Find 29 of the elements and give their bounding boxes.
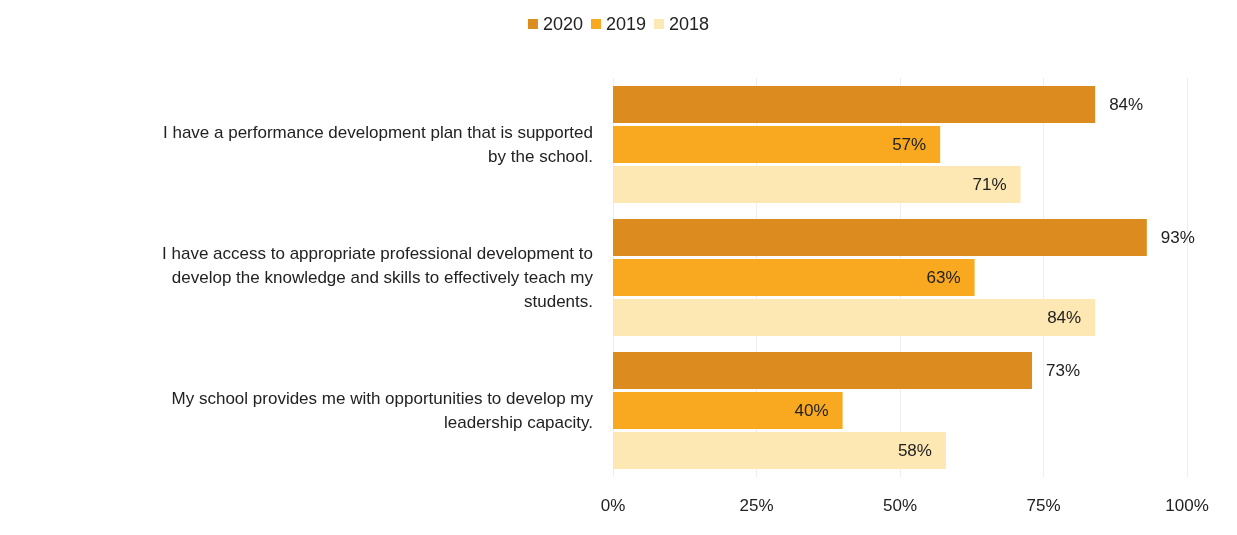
- y-tick-label: I have access to appropriate professional development to develop the knowledge and skills to effectively teach my students.: [162, 244, 594, 311]
- x-tick-label: 100%: [1165, 496, 1209, 515]
- data-label: 93%: [1160, 228, 1195, 247]
- data-label: 58%: [897, 441, 932, 460]
- x-tick-label: 50%: [882, 496, 918, 515]
- bar: [613, 85, 1096, 124]
- data-label: 73%: [1046, 361, 1081, 380]
- bar: [613, 125, 941, 164]
- x-tick-label: 75%: [1026, 496, 1061, 515]
- legend-label: 2019: [605, 14, 647, 34]
- data-label: 71%: [972, 175, 1007, 194]
- bar: [613, 351, 1033, 390]
- bar: [613, 391, 843, 430]
- data-label: 84%: [1047, 308, 1082, 327]
- x-tick-label: 0%: [600, 496, 626, 515]
- legend-label: 2018: [669, 14, 710, 34]
- data-label: 57%: [892, 135, 927, 154]
- bar: [613, 218, 1147, 257]
- legend-label: 2020: [542, 14, 583, 34]
- y-tick-label: I have a performance development plan that is supported by the school.: [163, 123, 593, 166]
- bar: [613, 258, 975, 297]
- data-label: 84%: [1109, 95, 1144, 114]
- y-tick-label: My school provides me with opportunities to develop my leadership capacity.: [171, 389, 594, 432]
- bar: [613, 298, 1096, 337]
- bar: [613, 165, 1021, 204]
- data-label: 63%: [926, 268, 961, 287]
- x-tick-label: 25%: [739, 496, 774, 515]
- data-label: 40%: [794, 401, 829, 420]
- bar: [613, 431, 946, 470]
